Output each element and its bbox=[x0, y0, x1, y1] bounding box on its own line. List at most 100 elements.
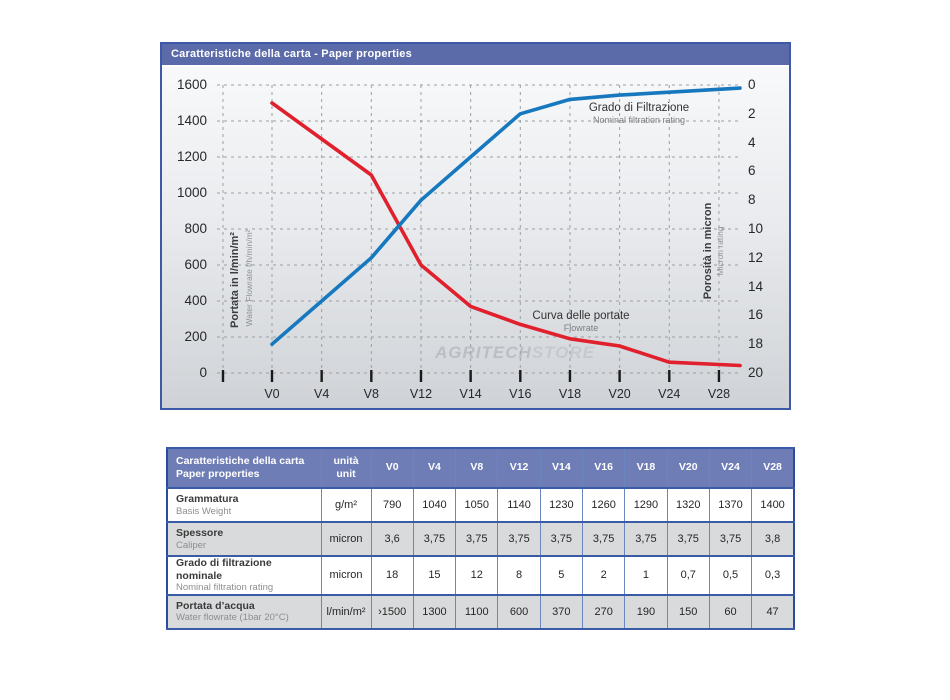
right-axis-title: Porosità in micron bbox=[702, 202, 714, 300]
table-cell: 270 bbox=[581, 593, 626, 630]
right-axis-label-16: 16 bbox=[748, 307, 764, 323]
left-axis-label-1200: 1200 bbox=[176, 149, 207, 164]
row-label-main: Grado di filtrazione nominale bbox=[176, 557, 272, 582]
table-cell: 1100 bbox=[455, 593, 499, 630]
right-axis-label-18: 18 bbox=[748, 336, 764, 352]
blue-curve-label-subtitle: Nominal filtration rating bbox=[592, 115, 686, 125]
table-header-row: Caratteristiche della carta Paper propert… bbox=[166, 447, 795, 489]
table-cell: 3,75 bbox=[497, 521, 541, 557]
table-cell: 1040 bbox=[412, 487, 457, 523]
left-axis-tick-labels: 1600 1400 1200 1000 800 600 400 200 0 bbox=[162, 67, 207, 408]
red-curve-label-title: Curva delle portate bbox=[532, 310, 630, 322]
unit-cell: micron bbox=[320, 555, 372, 596]
left-axis-label-800: 800 bbox=[184, 221, 207, 236]
table-cell: 600 bbox=[497, 593, 541, 630]
table-cell: 0,3 bbox=[751, 555, 795, 596]
header-cell-V16: V16 bbox=[581, 447, 626, 489]
x-axis-label-V4: V4 bbox=[314, 387, 330, 401]
right-axis-label-8: 8 bbox=[748, 192, 756, 208]
table-cell: 0,7 bbox=[666, 555, 710, 596]
table-cell: 60 bbox=[708, 593, 753, 630]
watermark-part2: STORE bbox=[531, 343, 596, 362]
left-axis-label-1400: 1400 bbox=[176, 113, 207, 128]
row-label: Grammatura Basis Weight bbox=[166, 487, 322, 523]
red-curve bbox=[270, 101, 742, 368]
header-cell-V20: V20 bbox=[666, 447, 710, 489]
x-axis-label-V18: V18 bbox=[558, 387, 582, 401]
blue-curve bbox=[270, 86, 742, 347]
table-cell: 12 bbox=[455, 555, 499, 596]
header-cell-title: Caratteristiche della carta Paper propert… bbox=[166, 447, 322, 489]
red-curve-label-subtitle: Flowrate bbox=[563, 323, 599, 333]
table-cell: 18 bbox=[370, 555, 414, 596]
table-cell: 790 bbox=[370, 487, 414, 523]
header-cell-V28: V28 bbox=[751, 447, 795, 489]
row-label-main: Portata d’acqua bbox=[176, 599, 255, 612]
header-cell-V18: V18 bbox=[624, 447, 668, 489]
right-axis-label-20: 20 bbox=[748, 365, 764, 380]
x-axis-tick-labels: V0 V4 V8 V12 V14 V16 V18 V20 V24 V28 bbox=[162, 67, 789, 408]
table-cell: 3,75 bbox=[412, 521, 457, 557]
chart-title-bar: Caratteristiche della carta - Paper prop… bbox=[162, 44, 789, 67]
chart-title: Caratteristiche della carta - Paper prop… bbox=[171, 48, 412, 60]
row-label: Grado di filtrazione nominale Nominal fil… bbox=[166, 555, 322, 596]
right-axis-label-14: 14 bbox=[748, 278, 764, 294]
table-cell: 3,75 bbox=[539, 521, 583, 557]
x-axis-label-V8: V8 bbox=[363, 387, 379, 401]
chart-area: 1600 1400 1200 1000 800 600 400 200 0 0 2 4 6 8 10 12 1… bbox=[162, 67, 789, 408]
right-axis-subtitle: Micron rating bbox=[715, 226, 725, 276]
left-axis-label-1000: 1000 bbox=[176, 185, 207, 200]
table-cell: 1050 bbox=[455, 487, 499, 523]
right-axis-label-4: 4 bbox=[748, 134, 756, 150]
right-axis-label-10: 10 bbox=[748, 221, 764, 236]
row-label: Portata d’acqua Water flowrate (1bar 20°C… bbox=[166, 593, 322, 630]
table-cell: 5 bbox=[539, 555, 583, 596]
x-axis-label-V0: V0 bbox=[264, 387, 280, 401]
right-axis-label-12: 12 bbox=[748, 249, 764, 265]
header-cell-V0: V0 bbox=[370, 447, 414, 489]
left-axis-label-400: 400 bbox=[184, 293, 207, 308]
chart-plot bbox=[217, 84, 742, 382]
table-cell: 3,75 bbox=[455, 521, 499, 557]
watermark: AGRITECHSTORE bbox=[405, 343, 625, 363]
watermark-part1: AGRITECH bbox=[434, 343, 532, 362]
x-axis-label-V16: V16 bbox=[509, 387, 532, 401]
paper-properties-table: Caratteristiche della carta Paper propert… bbox=[166, 447, 795, 630]
row-label: Spessore Caliper bbox=[166, 521, 322, 557]
table-cell: 1230 bbox=[539, 487, 583, 523]
row-label-sub: Water flowrate (1bar 20°C) bbox=[176, 612, 289, 624]
row-label-main: Spessore bbox=[176, 527, 224, 539]
unit-cell: micron bbox=[320, 521, 372, 557]
table-cell: 1300 bbox=[412, 593, 457, 630]
left-axis-label-600: 600 bbox=[184, 257, 207, 272]
table-cell: 3,75 bbox=[708, 521, 753, 557]
properties-table: Caratteristiche della carta Paper propert… bbox=[166, 447, 795, 630]
row-label-sub: Basis Weight bbox=[176, 505, 232, 517]
red-curve-label: Curva delle portate Flowrate bbox=[491, 310, 671, 333]
header-cell-V14: V14 bbox=[539, 447, 583, 489]
table-row: Spessore Caliper micron 3,6 3,75 3,75 3,75 3,75… bbox=[166, 521, 795, 557]
table-row: Portata d’acqua Water flowrate (1bar 20°C… bbox=[166, 593, 795, 630]
table-cell: 47 bbox=[751, 593, 795, 630]
left-axis-title: Portata in l/min/m² bbox=[229, 232, 241, 328]
table-cell: 150 bbox=[666, 593, 710, 630]
table-cell: 3,6 bbox=[370, 521, 414, 557]
left-axis-subtitle: Water Flowrate l/h/min/m² bbox=[244, 229, 254, 327]
unit-cell: g/m² bbox=[320, 487, 372, 523]
table-cell: 1400 bbox=[751, 487, 795, 523]
left-axis-label-0: 0 bbox=[199, 365, 207, 380]
table-cell: 3,75 bbox=[581, 521, 626, 557]
x-axis-label-V28: V28 bbox=[707, 387, 731, 401]
unit-cell: l/min/m² bbox=[320, 593, 372, 630]
x-axis-label-V12: V12 bbox=[409, 387, 433, 401]
table-row: Grado di filtrazione nominale Nominal fil… bbox=[166, 555, 795, 596]
table-cell: 3,75 bbox=[624, 521, 668, 557]
header-cell-V24: V24 bbox=[708, 447, 753, 489]
left-axis-label-1600: 1600 bbox=[176, 77, 207, 92]
blue-curve-label: Grado di Filtrazione Nominal filtration … bbox=[549, 102, 729, 125]
x-axis-label-V20: V20 bbox=[608, 387, 631, 401]
table-cell: 0,5 bbox=[708, 555, 753, 596]
table-cell: 1 bbox=[624, 555, 668, 596]
right-axis-tick-labels: 0 2 4 6 8 10 12 14 16 18 20 bbox=[748, 67, 788, 408]
table-cell: 1320 bbox=[666, 487, 710, 523]
